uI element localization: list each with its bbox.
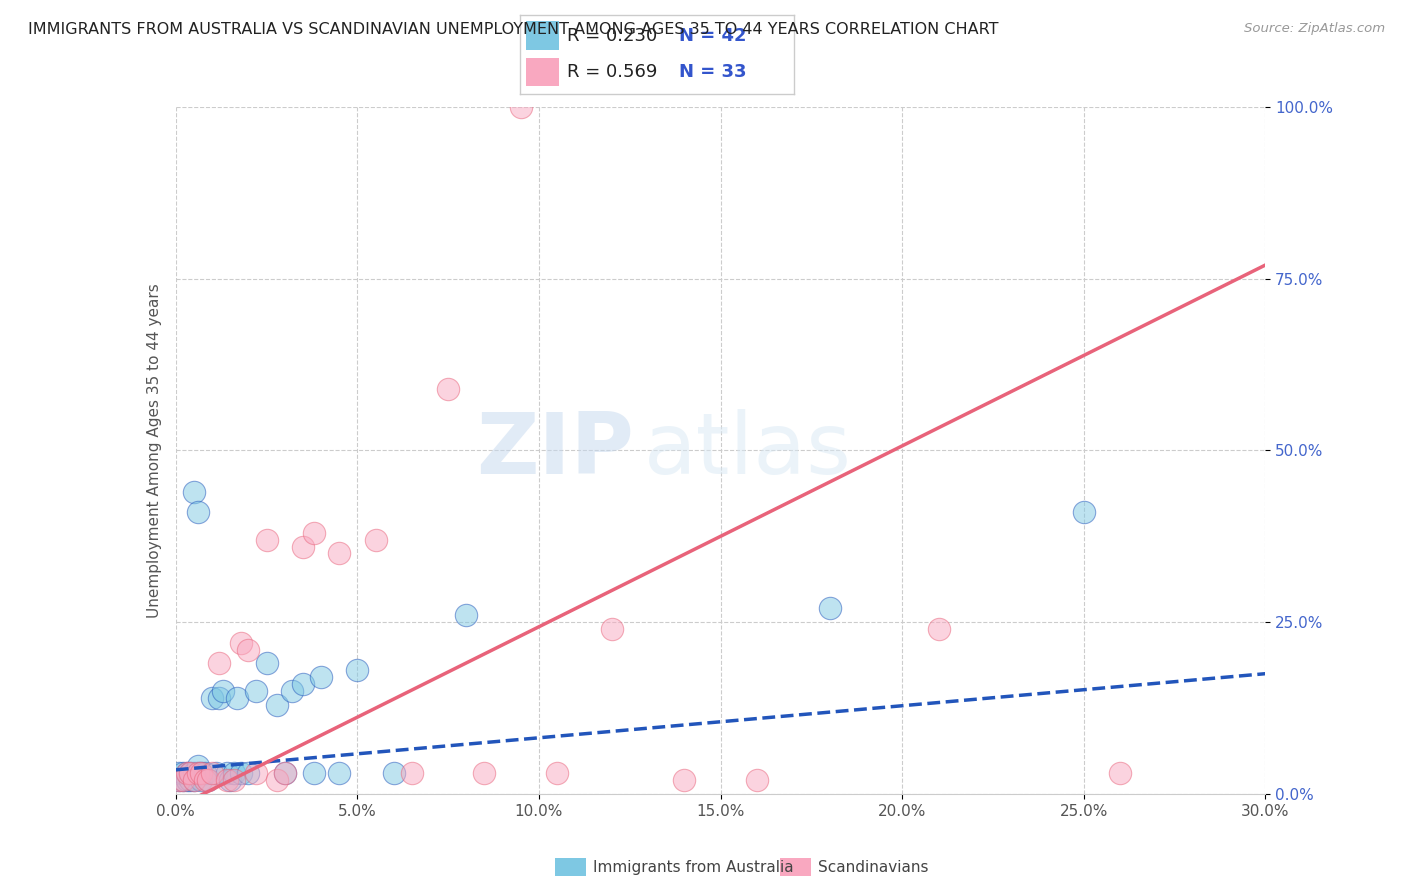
Point <box>222 773 245 788</box>
Point <box>186 766 209 780</box>
Point <box>456 608 478 623</box>
Point <box>169 773 191 788</box>
Text: Source: ZipAtlas.com: Source: ZipAtlas.com <box>1244 22 1385 36</box>
Point <box>194 766 217 780</box>
Point <box>186 759 209 773</box>
Point <box>309 670 332 684</box>
Point <box>183 773 205 788</box>
Point <box>474 766 496 780</box>
Text: atlas: atlas <box>644 409 852 492</box>
Point <box>186 505 209 519</box>
Point <box>215 773 238 788</box>
Point <box>600 622 623 636</box>
Point <box>172 773 194 788</box>
Point <box>546 766 568 780</box>
Point <box>256 657 278 671</box>
Text: N = 42: N = 42 <box>679 27 747 45</box>
Y-axis label: Unemployment Among Ages 35 to 44 years: Unemployment Among Ages 35 to 44 years <box>146 283 162 618</box>
Point <box>212 683 235 698</box>
Point <box>197 773 219 788</box>
Point <box>231 636 253 650</box>
Point <box>509 100 531 114</box>
Point <box>238 766 260 780</box>
Point <box>231 766 253 780</box>
Text: R = 0.230: R = 0.230 <box>567 27 657 45</box>
Point <box>302 766 325 780</box>
Point <box>291 540 314 554</box>
Point <box>197 773 219 788</box>
Point <box>172 773 194 788</box>
Point <box>183 773 205 788</box>
Point <box>245 683 267 698</box>
Point <box>179 766 201 780</box>
Text: IMMIGRANTS FROM AUSTRALIA VS SCANDINAVIAN UNEMPLOYMENT AMONG AGES 35 TO 44 YEARS: IMMIGRANTS FROM AUSTRALIA VS SCANDINAVIA… <box>28 22 998 37</box>
Point <box>172 766 194 780</box>
Point <box>745 773 768 788</box>
Point <box>222 766 245 780</box>
Point <box>215 766 238 780</box>
Point <box>281 683 304 698</box>
Point <box>1073 505 1095 519</box>
Point <box>190 766 212 780</box>
Point <box>245 766 267 780</box>
Point <box>302 525 325 540</box>
Text: R = 0.569: R = 0.569 <box>567 62 657 80</box>
Point <box>401 766 423 780</box>
Point <box>169 773 191 788</box>
Point <box>382 766 405 780</box>
Point <box>190 773 212 788</box>
Point <box>208 657 231 671</box>
Text: N = 33: N = 33 <box>679 62 747 80</box>
Point <box>328 546 350 561</box>
Point <box>818 601 841 615</box>
Bar <box>526 21 558 50</box>
Point <box>346 663 368 677</box>
Bar <box>526 58 558 86</box>
Point <box>176 766 198 780</box>
Point <box>928 622 950 636</box>
Point <box>201 766 224 780</box>
Point <box>208 690 231 705</box>
Point <box>194 773 217 788</box>
Point <box>219 773 242 788</box>
Point <box>204 766 226 780</box>
Point <box>266 698 288 712</box>
Point <box>437 382 460 396</box>
Point <box>291 677 314 691</box>
Point <box>274 766 297 780</box>
Text: ZIP: ZIP <box>475 409 633 492</box>
Point <box>274 766 297 780</box>
Text: Immigrants from Australia: Immigrants from Australia <box>593 860 794 874</box>
Point <box>673 773 696 788</box>
Point <box>256 533 278 547</box>
Point <box>179 773 201 788</box>
Point <box>183 484 205 499</box>
Point <box>169 766 191 780</box>
Point <box>179 766 201 780</box>
Text: Scandinavians: Scandinavians <box>818 860 929 874</box>
Point <box>226 690 249 705</box>
Point <box>176 773 198 788</box>
Point <box>328 766 350 780</box>
Point <box>183 766 205 780</box>
Point <box>176 766 198 780</box>
Point <box>238 642 260 657</box>
Point <box>364 533 387 547</box>
Point <box>190 766 212 780</box>
Point <box>266 773 288 788</box>
Point <box>1109 766 1132 780</box>
Point <box>201 690 224 705</box>
Point <box>186 766 209 780</box>
